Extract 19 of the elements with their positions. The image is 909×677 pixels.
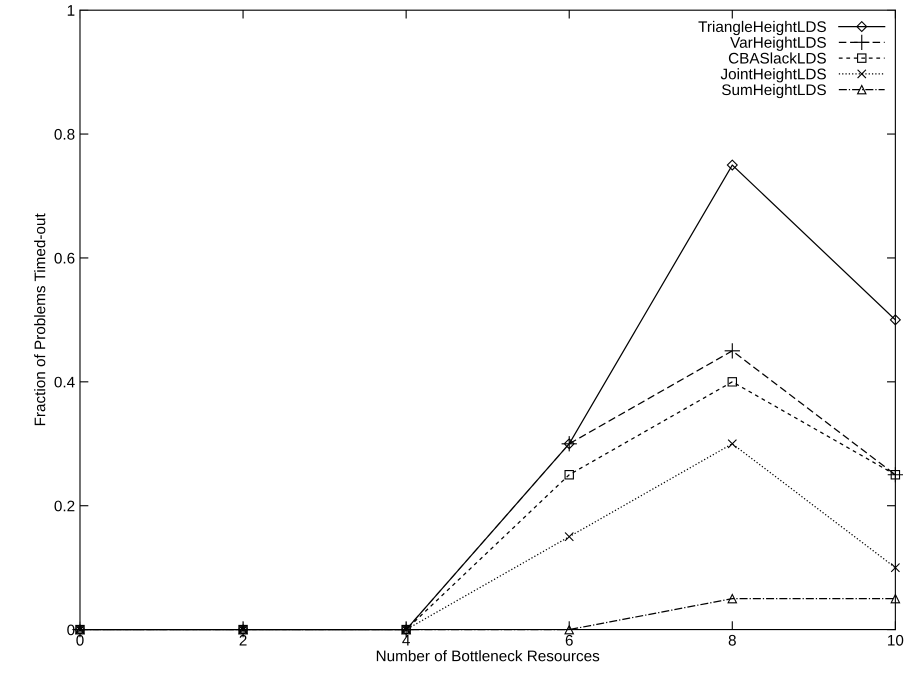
legend-label: TriangleHeightLDS bbox=[698, 20, 826, 36]
legend-label: CBASlackLDS bbox=[728, 52, 826, 64]
y-tick-label: 1 bbox=[68, 5, 74, 16]
x-tick-label: 2 bbox=[240, 634, 247, 646]
legend-label: VarHeightLDS bbox=[730, 36, 826, 51]
legend-label: JointHeightLDS bbox=[720, 68, 826, 82]
x-tick-label: 4 bbox=[402, 635, 410, 646]
x-tick-label: 8 bbox=[728, 634, 736, 646]
x-tick-label: 10 bbox=[888, 634, 904, 646]
y-tick-label: 0.6 bbox=[54, 252, 74, 264]
x-tick-label: 6 bbox=[566, 634, 573, 646]
y-tick-label: 0.2 bbox=[54, 500, 74, 512]
x-axis-title: Number of Bottleneck Resources bbox=[376, 650, 600, 662]
y-tick-label: 0.4 bbox=[54, 376, 75, 388]
y-tick-label: 0.8 bbox=[54, 128, 74, 140]
y-axis-title: Fraction of Problems Timed-out bbox=[34, 213, 46, 426]
y-tick-label: 0 bbox=[67, 624, 75, 636]
x-tick-label: 0 bbox=[76, 634, 84, 646]
legend-label: SumHeightLDS bbox=[722, 84, 826, 98]
